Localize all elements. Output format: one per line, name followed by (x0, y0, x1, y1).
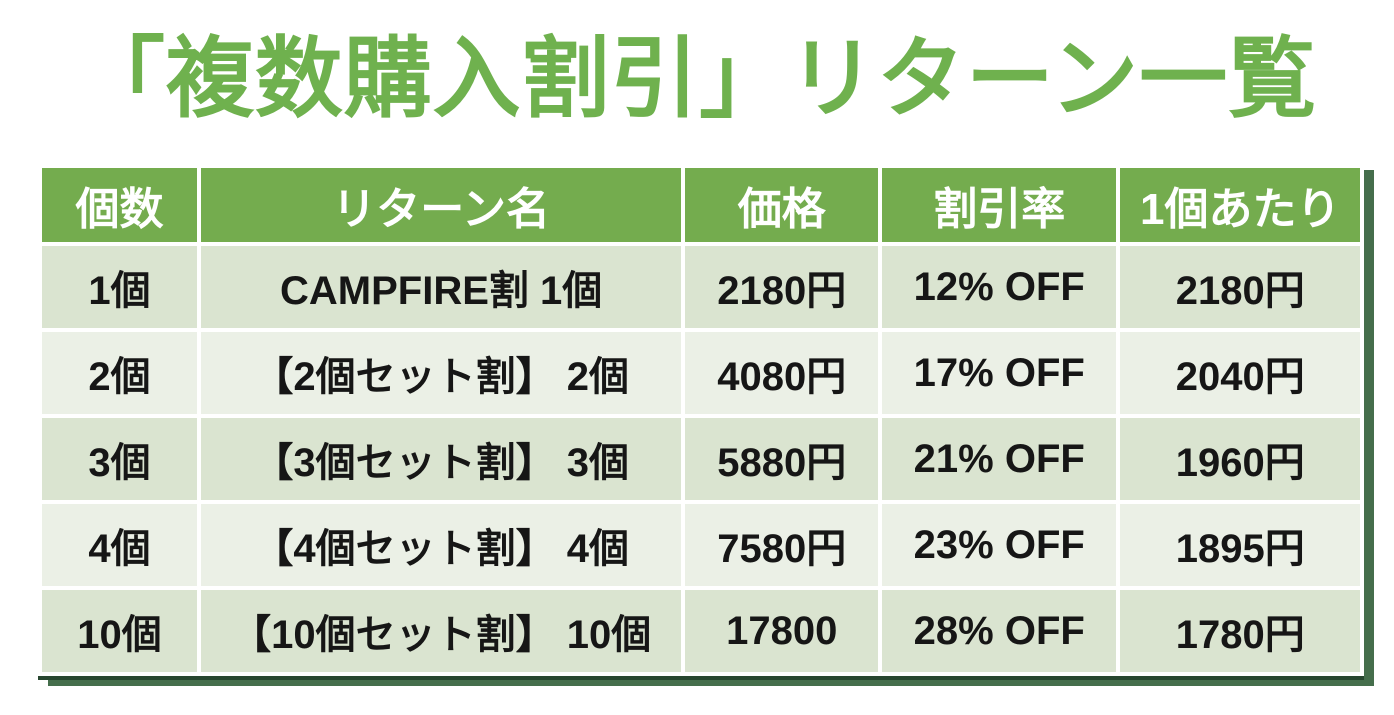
cell-return-name: 【4個セット割】 4個 (200, 504, 682, 587)
discount-table-wrapper: 個数 リターン名 価格 割引率 1個あたり 1個 CAMPFIRE割 1個 21… (38, 164, 1364, 681)
cell-unit-price: 1780円 (1120, 590, 1360, 673)
promo-graphic: 「複数購入割引」リターン一覧 個数 リターン名 価格 割引率 1個あたり (0, 24, 1394, 715)
table-row: 10個 【10個セット割】 10個 17800 28% OFF 1780円 (42, 590, 1360, 673)
cell-discount-rate: 28% OFF (882, 590, 1117, 673)
discount-table: 個数 リターン名 価格 割引率 1個あたり 1個 CAMPFIRE割 1個 21… (38, 164, 1364, 677)
col-header-price: 価格 (685, 168, 879, 243)
cell-unit-price: 1960円 (1120, 418, 1360, 501)
col-header-return-name: リターン名 (200, 168, 682, 243)
cell-return-name: 【10個セット割】 10個 (200, 590, 682, 673)
cell-quantity: 1個 (42, 246, 197, 329)
cell-price: 4080円 (685, 332, 879, 415)
cell-quantity: 3個 (42, 418, 197, 501)
cell-unit-price: 1895円 (1120, 504, 1360, 587)
cell-quantity: 2個 (42, 332, 197, 415)
col-header-quantity: 個数 (42, 168, 197, 243)
cell-discount-rate: 23% OFF (882, 504, 1117, 587)
cell-price: 5880円 (685, 418, 879, 501)
cell-price: 2180円 (685, 246, 879, 329)
table-row: 4個 【4個セット割】 4個 7580円 23% OFF 1895円 (42, 504, 1360, 587)
cell-quantity: 10個 (42, 590, 197, 673)
table-row: 1個 CAMPFIRE割 1個 2180円 12% OFF 2180円 (42, 246, 1360, 329)
page-title: 「複数購入割引」リターン一覧 (77, 32, 1317, 129)
cell-unit-price: 2040円 (1120, 332, 1360, 415)
col-header-unit-price: 1個あたり (1120, 168, 1360, 243)
cell-discount-rate: 17% OFF (882, 332, 1117, 415)
table-row: 2個 【2個セット割】 2個 4080円 17% OFF 2040円 (42, 332, 1360, 415)
col-header-discount-rate: 割引率 (882, 168, 1117, 243)
cell-return-name: 【3個セット割】 3個 (200, 418, 682, 501)
cell-price: 7580円 (685, 504, 879, 587)
cell-return-name: CAMPFIRE割 1個 (200, 246, 682, 329)
cell-discount-rate: 12% OFF (882, 246, 1117, 329)
cell-return-name: 【2個セット割】 2個 (200, 332, 682, 415)
table-row: 3個 【3個セット割】 3個 5880円 21% OFF 1960円 (42, 418, 1360, 501)
header-row: 個数 リターン名 価格 割引率 1個あたり (42, 168, 1360, 243)
cell-price: 17800 (685, 590, 879, 673)
cell-discount-rate: 21% OFF (882, 418, 1117, 501)
cell-quantity: 4個 (42, 504, 197, 587)
cell-unit-price: 2180円 (1120, 246, 1360, 329)
